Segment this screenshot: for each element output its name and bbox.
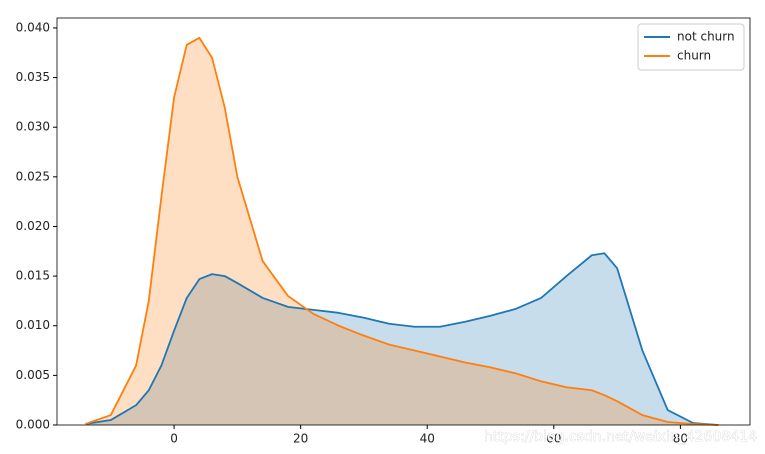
plot-frame: [56, 17, 751, 426]
y-tick-label: 0.015: [16, 269, 50, 283]
y-tick-label: 0.040: [16, 20, 50, 34]
x-tick-label: 60: [546, 432, 561, 446]
density-area: [85, 37, 719, 425]
y-tick-label: 0.035: [16, 70, 50, 84]
y-tick-label: 0.030: [16, 120, 50, 134]
legend-label: not churn: [677, 30, 735, 44]
y-tick-label: 0.005: [16, 368, 50, 382]
y-tick-label: 0.010: [16, 318, 50, 332]
x-tick-label: 40: [420, 432, 435, 446]
density-line: [85, 252, 719, 426]
y-tick-label: 0.025: [16, 169, 50, 183]
watermark: https://blog.csdn.net/weixin_42608414: [484, 429, 757, 445]
y-tick-label: 0.020: [16, 219, 50, 233]
density-line: [85, 36, 719, 426]
x-tick-label: 20: [293, 432, 308, 446]
x-tick-label: 0: [170, 432, 178, 446]
y-tick-label: 0.000: [16, 418, 50, 432]
legend-label: churn: [677, 49, 711, 63]
density-area: [85, 253, 719, 425]
x-tick-label: 80: [673, 432, 688, 446]
legend-box: [637, 23, 745, 71]
